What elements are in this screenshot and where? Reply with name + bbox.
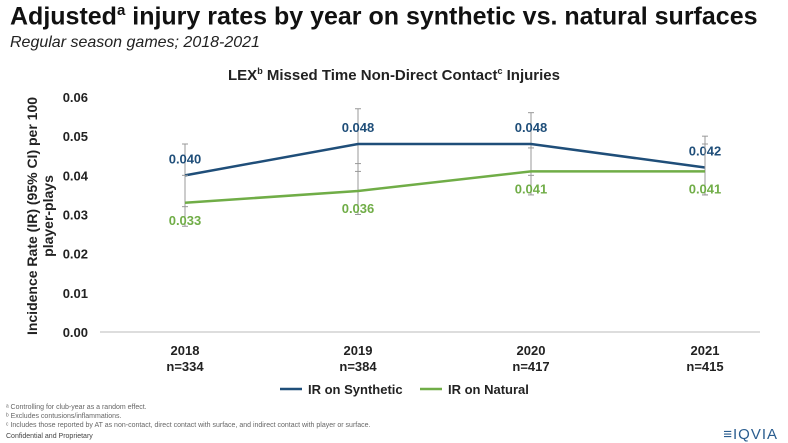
sample-size-label: n=384 — [339, 359, 377, 374]
iqvia-logo: ≡IQVIA — [723, 426, 778, 443]
y-tick-label: 0.00 — [63, 325, 88, 340]
series-line-synthetic — [184, 142, 706, 177]
y-tick-label: 0.04 — [63, 168, 89, 183]
data-label: 0.033 — [169, 213, 202, 228]
data-label: 0.048 — [515, 120, 548, 135]
x-tick-label: 2019 — [344, 343, 373, 358]
legend-label: IR on Natural — [448, 382, 529, 397]
y-tick-label: 0.06 — [63, 90, 88, 105]
y-tick-label: 0.03 — [63, 208, 88, 223]
y-tick-label: 0.01 — [63, 286, 88, 301]
footnote-b: ᵇ Excludes contusions/inflammations. — [6, 413, 122, 420]
data-label: 0.048 — [342, 120, 375, 135]
page-title: Adjusteda injury rates by year on synthe… — [10, 2, 758, 31]
footnote-c: ᶜ Includes those reported by AT as non-c… — [6, 422, 371, 429]
data-label: 0.036 — [342, 201, 375, 216]
sample-size-label: n=415 — [686, 359, 723, 374]
x-tick-label: 2021 — [691, 343, 720, 358]
chart-title: LEXb Missed Time Non-Direct Contactc Inj… — [228, 66, 560, 84]
page-subtitle: Regular season games; 2018-2021 — [10, 34, 260, 51]
y-tick-label: 0.02 — [63, 247, 88, 262]
x-tick-label: 2020 — [517, 343, 546, 358]
legend-label: IR on Synthetic — [308, 382, 403, 397]
data-label: 0.040 — [169, 151, 202, 166]
sample-size-label: n=334 — [166, 359, 204, 374]
data-label: 0.041 — [515, 181, 548, 196]
series-line-natural — [184, 170, 705, 204]
sample-size-label: n=417 — [512, 359, 549, 374]
y-tick-label: 0.05 — [63, 129, 88, 144]
x-tick-label: 2018 — [171, 343, 200, 358]
footnote-a: ᵃ Controlling for club-year as a random … — [6, 404, 147, 411]
confidential-note: Confidential and Proprietary — [6, 433, 93, 440]
data-label: 0.041 — [689, 181, 722, 196]
